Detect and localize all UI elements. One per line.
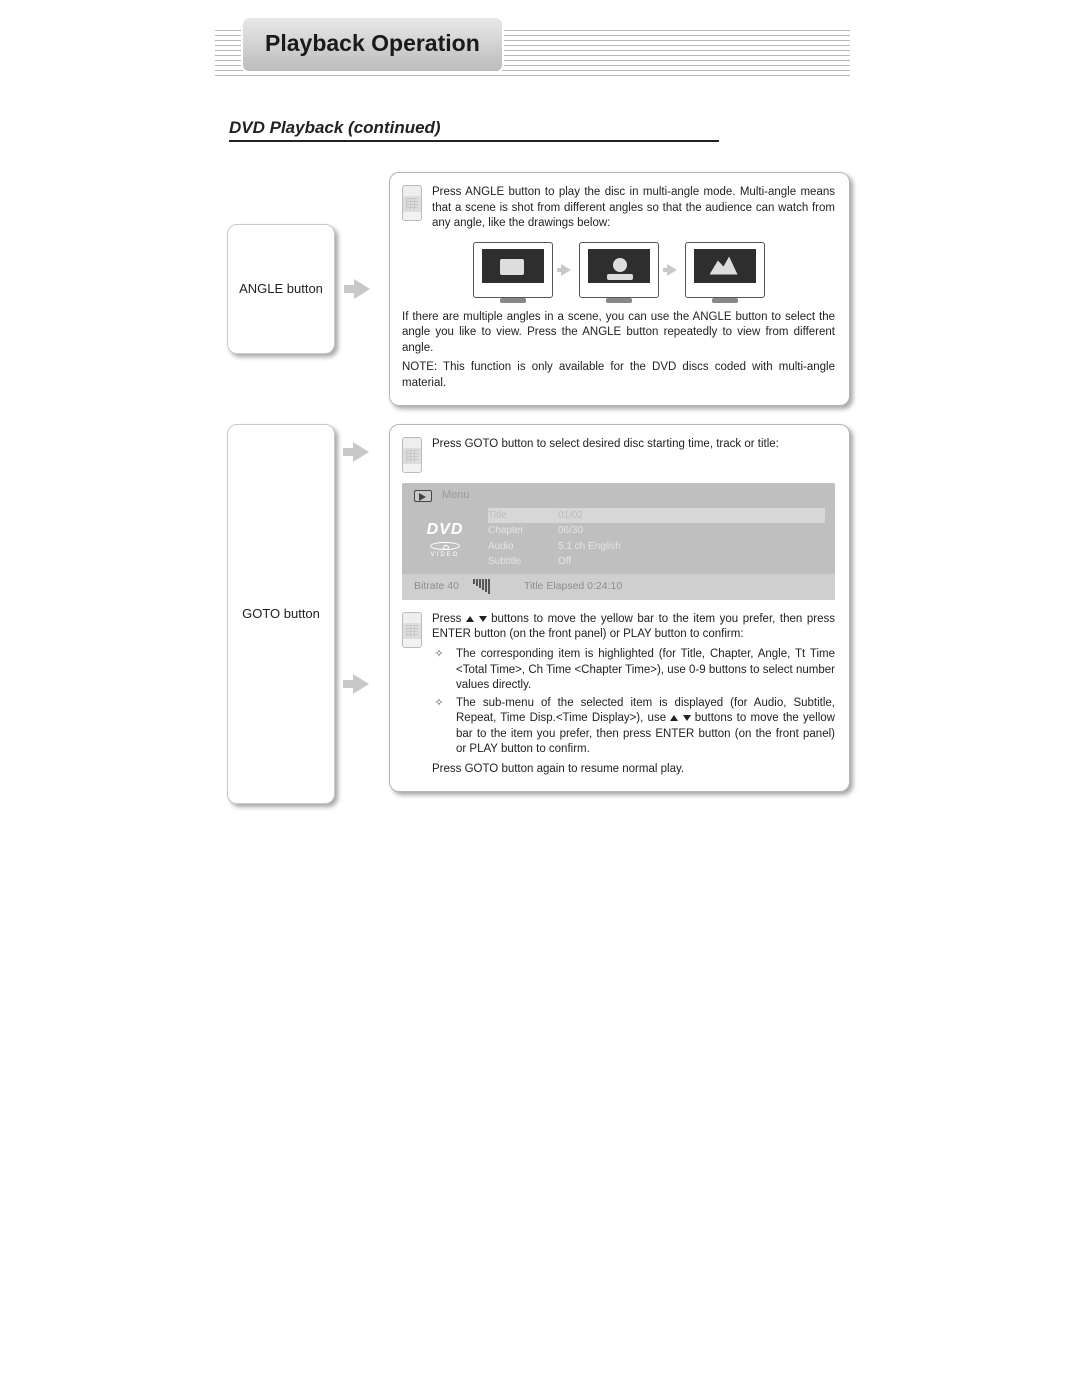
dvd-logo-text: DVD [427,519,464,541]
down-arrow-icon [683,715,691,721]
play-indicator-icon [414,490,432,502]
osd-footer: Title Elapsed 0:24:10 [524,579,622,593]
page-title: Playback Operation [265,30,480,56]
page-title-tab: Playback Operation [243,18,502,71]
goto-osd-panel: Menu DVD VIDEO Title [402,483,835,600]
down-arrow-icon [479,616,487,622]
osd-row-subtitle: Subtitle Off [488,554,825,570]
arrow-right-icon [354,279,370,299]
list-item: The sub-menu of the selected item is dis… [432,696,835,758]
arrow-right-icon [353,674,369,694]
angle-content-card: Press ANGLE button to play the disc in m… [389,172,850,406]
up-arrow-icon [466,616,474,622]
osd-row-chapter: Chapter 06/30 [488,523,825,539]
goto-button-card: GOTO button [227,424,335,804]
angle-section: ANGLE button Press ANGLE button to play … [215,172,850,406]
angle-button-card: ANGLE button [227,224,335,354]
section-subheading: DVD Playback (continued) [229,118,719,142]
remote-icon [402,612,422,648]
up-arrow-icon [670,715,678,721]
goto-section: GOTO button Press GOTO button to select … [215,424,850,804]
manual-page: Playback Operation DVD Playback (continu… [215,18,850,804]
remote-icon [402,185,422,221]
arrow-right-icon [353,442,369,462]
osd-row-title: Title 01/02 [488,508,825,524]
goto-paragraph-3: Press GOTO button again to resume normal… [432,762,835,778]
angle-note: NOTE: This function is only available fo… [402,360,835,391]
list-item: The corresponding item is highlighted (f… [432,647,835,694]
mini-arrow-icon [561,264,571,276]
angle-paragraph-2: If there are multiple angles in a scene,… [402,310,835,357]
goto-bullet-list: The corresponding item is highlighted (f… [432,647,835,758]
goto-paragraph-2: Press buttons to move the yellow bar to … [432,612,835,643]
page-header: Playback Operation [215,18,850,90]
angle-drawings [402,242,835,298]
tv-angle-3-icon [685,242,765,298]
angle-button-label: ANGLE button [239,281,323,297]
bitrate-bars-icon [473,579,490,594]
goto-button-label: GOTO button [242,606,320,622]
tv-angle-1-icon [473,242,553,298]
angle-paragraph-1: Press ANGLE button to play the disc in m… [432,185,835,232]
goto-paragraph-1: Press GOTO button to select desired disc… [432,437,779,473]
mini-arrow-icon [667,264,677,276]
dvd-video-logo-icon: DVD VIDEO [427,519,464,559]
osd-row-audio: Audio 5.1 ch English [488,539,825,555]
osd-menu-label: Menu [442,488,470,503]
tv-angle-2-icon [579,242,659,298]
goto-content-card: Press GOTO button to select desired disc… [389,424,850,792]
dvd-logo-subtext: VIDEO [427,551,464,559]
osd-bitrate-label: Bitrate 40 [414,579,459,593]
remote-icon [402,437,422,473]
